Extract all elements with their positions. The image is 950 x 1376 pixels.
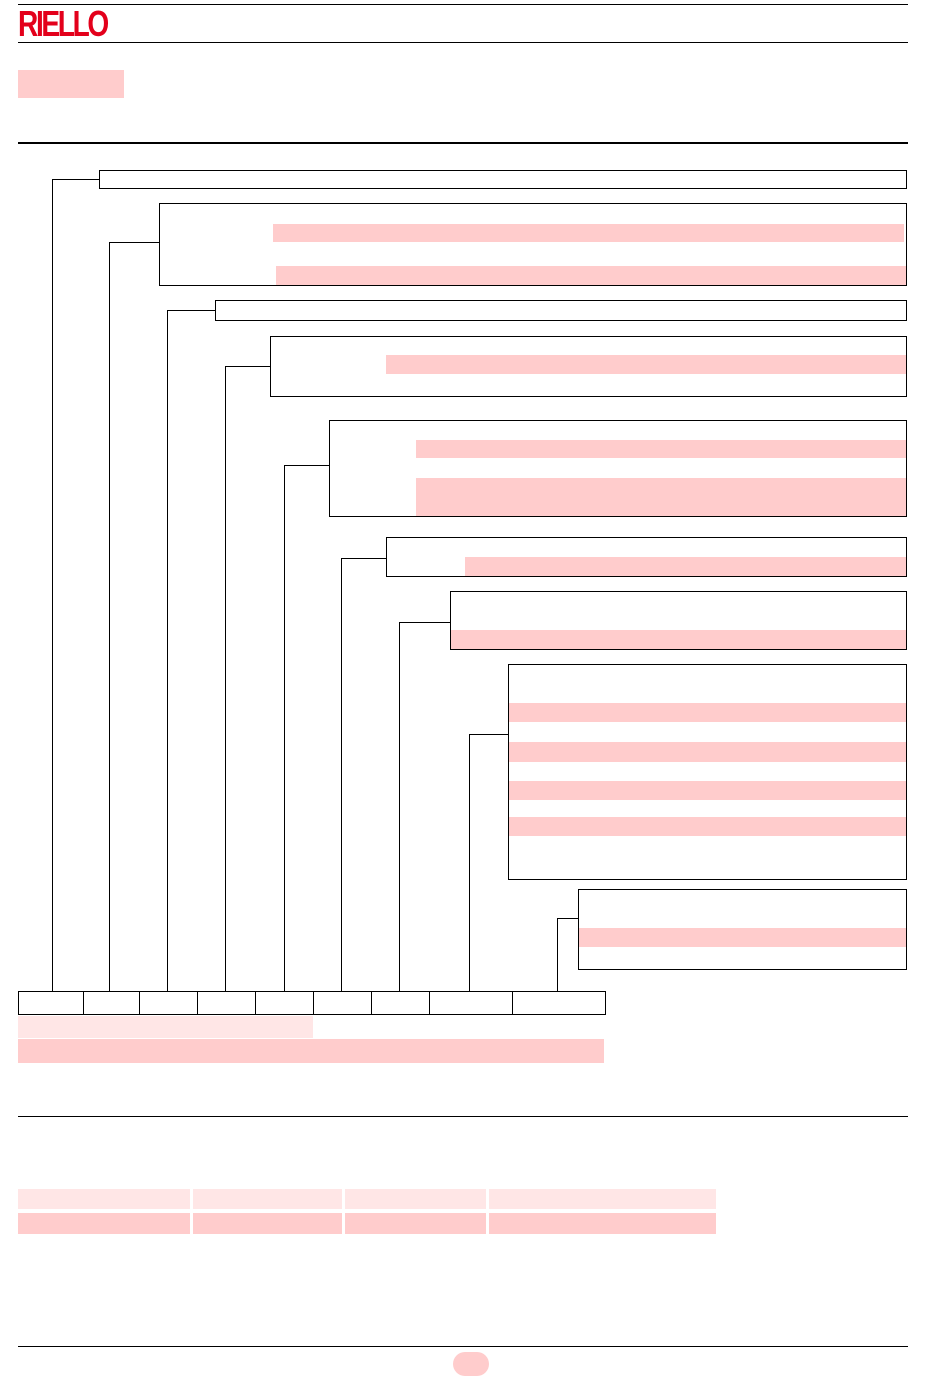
code-field-7 bbox=[371, 991, 430, 1015]
designation-code-row bbox=[18, 991, 606, 1015]
frame-2-highlight-2 bbox=[276, 266, 906, 285]
frame-9-highlight-1 bbox=[579, 928, 906, 947]
frame-6-highlight-1 bbox=[465, 557, 906, 576]
models-table-row-cell-2 bbox=[193, 1213, 342, 1234]
connector-9-h bbox=[557, 918, 578, 919]
connector-5-v bbox=[284, 465, 285, 991]
code-field-4 bbox=[197, 991, 256, 1015]
connector-2-v bbox=[109, 242, 110, 991]
code-field-2 bbox=[83, 991, 140, 1015]
models-table-header-cell-4 bbox=[489, 1189, 716, 1209]
header-rule bbox=[18, 42, 908, 43]
models-section-rule bbox=[18, 1116, 908, 1117]
connector-5-h bbox=[284, 465, 329, 466]
frame-8-highlight-3 bbox=[509, 781, 906, 800]
description-frame-8 bbox=[508, 664, 907, 880]
code-field-6 bbox=[313, 991, 372, 1015]
models-table-row-cell-1 bbox=[18, 1213, 190, 1234]
connector-3-h bbox=[167, 310, 215, 311]
riello-logo: RIELLO bbox=[18, 3, 109, 44]
connector-8-h bbox=[469, 734, 508, 735]
connector-3-v bbox=[167, 310, 168, 991]
models-table-row-cell-3 bbox=[345, 1213, 486, 1234]
frame-7-highlight-1 bbox=[451, 630, 906, 649]
models-table-header-cell-3 bbox=[345, 1189, 486, 1209]
connector-6-h bbox=[341, 558, 386, 559]
description-frame-3 bbox=[215, 300, 907, 321]
connector-9-v bbox=[557, 918, 558, 991]
connector-6-v bbox=[341, 558, 342, 991]
connector-4-h bbox=[225, 366, 270, 367]
models-table-header-cell-1 bbox=[18, 1189, 190, 1209]
connector-7-h bbox=[399, 622, 450, 623]
connector-1-v bbox=[52, 179, 53, 991]
frame-8-highlight-2 bbox=[509, 742, 906, 762]
code-field-9 bbox=[512, 991, 606, 1015]
frame-5-highlight-2 bbox=[416, 478, 906, 516]
frame-4-highlight-1 bbox=[386, 355, 906, 374]
connector-7-v bbox=[399, 622, 400, 991]
footer-rule bbox=[18, 1346, 908, 1347]
models-table-row-cell-4 bbox=[489, 1213, 716, 1234]
connector-4-v bbox=[225, 366, 226, 991]
page-number-badge bbox=[453, 1352, 489, 1376]
code-field-5 bbox=[255, 991, 314, 1015]
top-rule bbox=[18, 4, 908, 5]
frame-2-highlight-1 bbox=[273, 224, 904, 242]
code-field-8 bbox=[429, 991, 513, 1015]
code-field-1 bbox=[18, 991, 84, 1015]
connector-8-v bbox=[469, 734, 470, 991]
frame-8-highlight-1 bbox=[509, 703, 906, 722]
connector-1-h bbox=[52, 179, 99, 180]
section-title-highlight bbox=[18, 70, 124, 98]
models-table-header-cell-2 bbox=[193, 1189, 342, 1209]
designation-example-highlight bbox=[18, 1039, 604, 1063]
frame-8-highlight-4 bbox=[509, 817, 906, 836]
section-rule bbox=[18, 142, 908, 144]
designation-note-highlight bbox=[18, 1016, 313, 1038]
connector-2-h bbox=[109, 242, 159, 243]
description-frame-1 bbox=[99, 170, 907, 189]
frame-5-highlight-1 bbox=[416, 440, 906, 458]
code-field-3 bbox=[139, 991, 198, 1015]
